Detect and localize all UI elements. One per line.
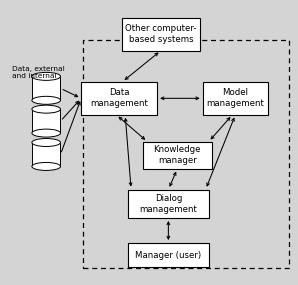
- Bar: [32, 76, 60, 100]
- Text: Other computer-
based systems: Other computer- based systems: [125, 24, 197, 44]
- Ellipse shape: [32, 72, 60, 80]
- Bar: [32, 142, 60, 166]
- Bar: [32, 109, 60, 133]
- Bar: [128, 243, 209, 267]
- Ellipse shape: [32, 96, 60, 104]
- Ellipse shape: [32, 105, 60, 113]
- Bar: [122, 18, 200, 51]
- Text: Data, external
and internal: Data, external and internal: [12, 66, 65, 80]
- Bar: [203, 82, 268, 115]
- Text: Data
management: Data management: [90, 88, 148, 108]
- Ellipse shape: [32, 139, 60, 146]
- Bar: [143, 142, 212, 169]
- Text: Dialog
management: Dialog management: [139, 194, 197, 214]
- Bar: [81, 82, 157, 115]
- Ellipse shape: [32, 129, 60, 137]
- Text: Knowledge
manager: Knowledge manager: [153, 145, 201, 165]
- Ellipse shape: [32, 162, 60, 170]
- Text: Model
management: Model management: [207, 88, 264, 108]
- Text: Manager (user): Manager (user): [135, 251, 201, 260]
- Bar: [128, 190, 209, 218]
- Bar: [83, 40, 289, 268]
